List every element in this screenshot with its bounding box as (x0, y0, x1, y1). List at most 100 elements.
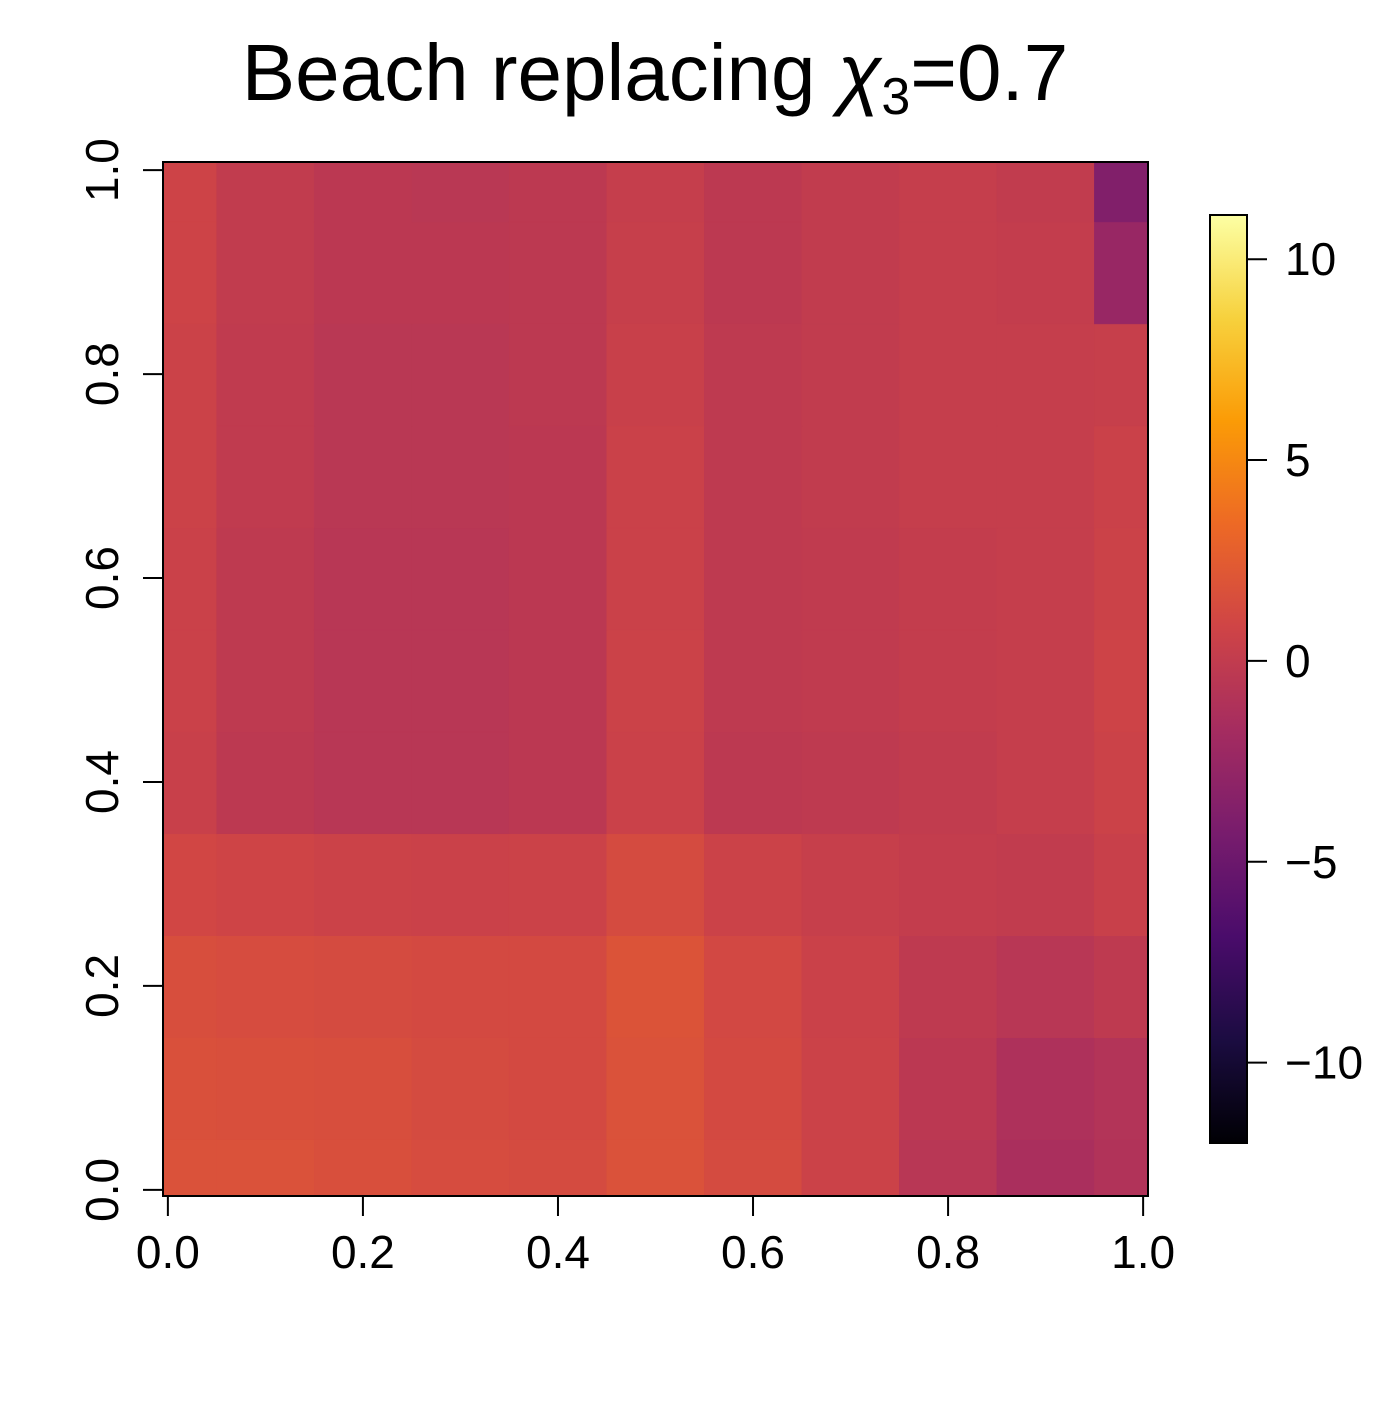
heatmap-cell (606, 220, 706, 325)
heatmap-cell (704, 832, 803, 937)
heatmap-cell (606, 730, 706, 835)
heatmap-cell (508, 832, 608, 937)
heatmap-cell (801, 730, 901, 835)
heatmap-cell (996, 220, 1096, 325)
x-tick-label: 0.0 (136, 1226, 200, 1278)
heatmap-cell (1094, 220, 1148, 325)
heatmap-cell (899, 628, 998, 733)
heatmap-cell (996, 424, 1096, 529)
heatmap-cell (216, 322, 316, 427)
heatmap-cell (163, 730, 218, 835)
heatmap-cell (899, 322, 998, 427)
heatmap-cell (899, 424, 998, 529)
heatmap-cell (801, 934, 901, 1038)
heatmap-cell (508, 1036, 608, 1140)
heatmap-cell (704, 220, 803, 325)
heatmap-cell (163, 1036, 218, 1140)
heatmap-cell (508, 424, 608, 529)
heatmap-cell (411, 628, 511, 733)
heatmap-cell (801, 220, 901, 325)
heatmap-cell (1094, 628, 1148, 733)
heatmap-cell (411, 162, 511, 223)
heatmap-cell (801, 322, 901, 427)
heatmap-cell (899, 526, 998, 631)
heatmap-cell (704, 162, 803, 223)
heatmap-cell (411, 730, 511, 835)
heatmap-cell (996, 162, 1096, 223)
heatmap-cell (163, 220, 218, 325)
heatmap-cell (411, 1138, 511, 1196)
heatmap-cell (313, 730, 413, 835)
heatmap-cell (606, 526, 706, 631)
heatmap-cell (313, 934, 413, 1038)
heatmap-cell (996, 730, 1096, 835)
heatmap-cell (996, 934, 1096, 1038)
heatmap-cell (996, 628, 1096, 733)
heatmap-cell (163, 1138, 218, 1196)
heatmap-cell (606, 424, 706, 529)
heatmap-cell (163, 322, 218, 427)
heatmap-cell (411, 934, 511, 1038)
chart-title: Beach replacing χ3=0.7 (242, 28, 1068, 126)
heatmap-cell (899, 162, 998, 223)
heatmap-cell (216, 832, 316, 937)
heatmap-cell (1094, 526, 1148, 631)
heatmap-cell (216, 424, 316, 529)
heatmap-cell (313, 220, 413, 325)
heatmap-cell (704, 1036, 803, 1140)
heatmap-cell (704, 424, 803, 529)
heatmap-cell (1094, 322, 1148, 427)
x-tick-label: 0.2 (331, 1226, 395, 1278)
title-suffix: =0.7 (910, 28, 1068, 117)
heatmap-cell (899, 1036, 998, 1140)
heatmap-cell (508, 730, 608, 835)
heatmap-cell (606, 832, 706, 937)
x-tick-label: 0.6 (721, 1226, 785, 1278)
colorbar-tick-label: −10 (1285, 1037, 1363, 1089)
heatmap-cell (216, 628, 316, 733)
x-tick-label: 0.8 (916, 1226, 980, 1278)
heatmap-cell (508, 628, 608, 733)
heatmap-cell (899, 1138, 998, 1196)
heatmap-cell (606, 628, 706, 733)
heatmap-cell (411, 220, 511, 325)
y-tick-label: 1.0 (76, 138, 128, 202)
heatmap-cell (899, 730, 998, 835)
heatmap-cell (216, 220, 316, 325)
heatmap-cell (1094, 730, 1148, 835)
colorbar-tick-label: 0 (1285, 635, 1311, 687)
colorbar-tick-label: 10 (1285, 233, 1336, 285)
heatmap-cell (216, 162, 316, 223)
heatmap-cell (216, 1138, 316, 1196)
heatmap-cells (163, 162, 1148, 1196)
heatmap-cell (996, 526, 1096, 631)
heatmap-cell (1094, 1036, 1148, 1140)
heatmap-cell (704, 1138, 803, 1196)
heatmap-cell (996, 1036, 1096, 1140)
heatmap-cell (163, 424, 218, 529)
heatmap-cell (411, 832, 511, 937)
heatmap-cell (216, 1036, 316, 1140)
heatmap-cell (606, 934, 706, 1038)
y-tick-label: 0.6 (76, 546, 128, 610)
heatmap-cell (411, 526, 511, 631)
heatmap-cell (313, 832, 413, 937)
colorbar-tick-label: −5 (1285, 836, 1337, 888)
colorbar-tick-label: 5 (1285, 434, 1311, 486)
heatmap-cell (163, 526, 218, 631)
heatmap-cell (801, 628, 901, 733)
heatmap-cell (1094, 162, 1148, 223)
heatmap-cell (1094, 424, 1148, 529)
heatmap-cell (411, 424, 511, 529)
y-tick-label: 0.0 (76, 1158, 128, 1222)
heatmap-cell (216, 934, 316, 1038)
heatmap-cell (163, 162, 218, 223)
y-tick-label: 0.4 (76, 750, 128, 814)
heatmap-cell (606, 162, 706, 223)
heatmap-cell (996, 832, 1096, 937)
heatmap-cell (411, 322, 511, 427)
heatmap-cell (606, 1138, 706, 1196)
heatmap-cell (313, 1138, 413, 1196)
